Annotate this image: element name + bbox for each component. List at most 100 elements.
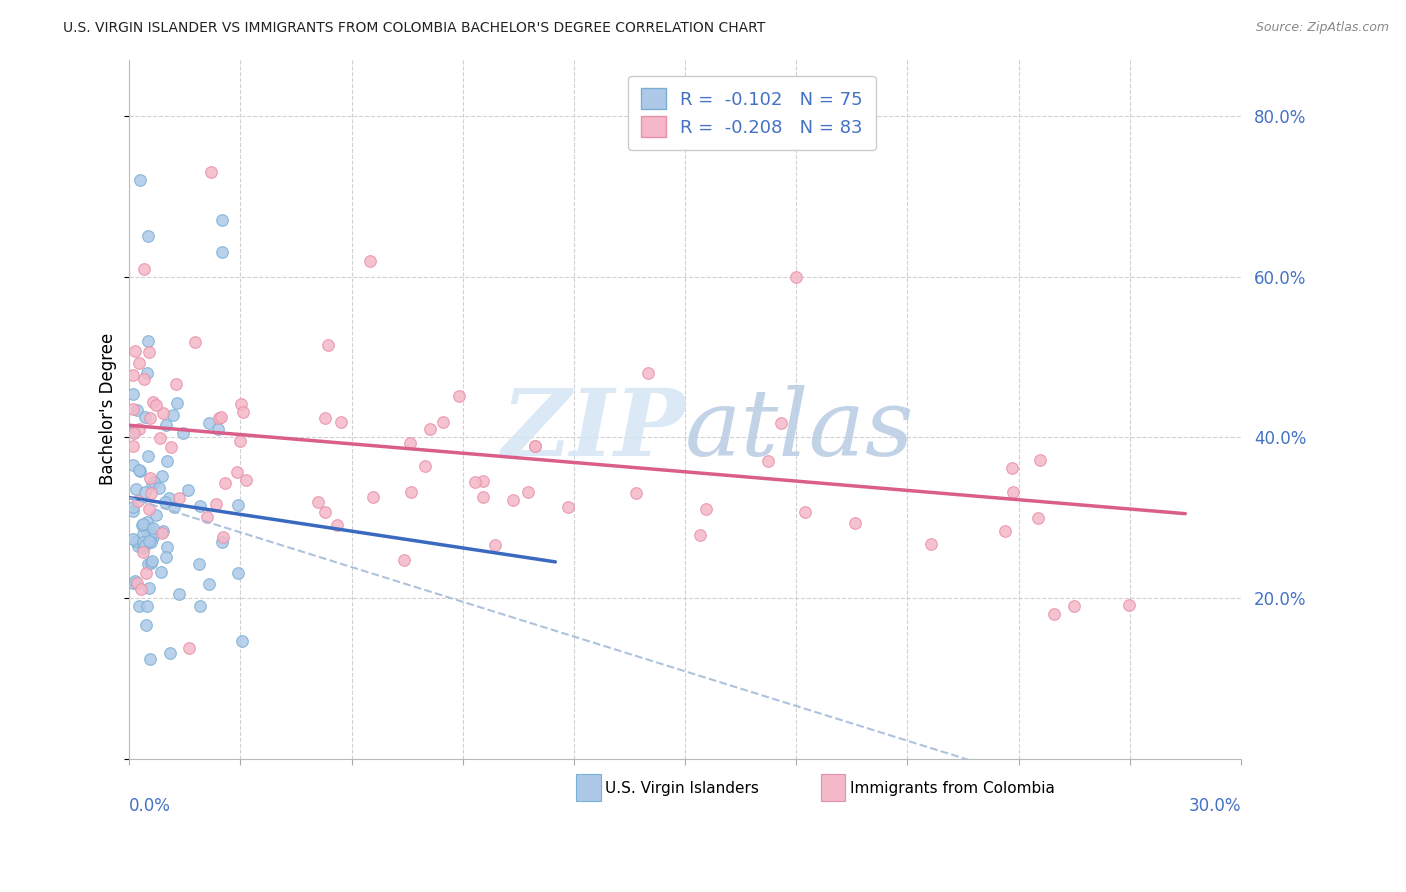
Point	[231, 634, 253, 648]
Point	[122, 401, 145, 416]
Point	[145, 398, 167, 412]
Point	[155, 550, 177, 565]
Legend: R =  -0.102   N = 75, R =  -0.208   N = 83: R = -0.102 N = 75, R = -0.208 N = 83	[628, 76, 876, 150]
Point	[136, 334, 159, 348]
Point	[225, 466, 247, 480]
Point	[156, 540, 179, 554]
Point	[208, 411, 231, 425]
Point	[211, 530, 233, 544]
Point	[359, 253, 381, 268]
Point	[132, 371, 155, 385]
Point	[695, 502, 717, 516]
Point	[122, 500, 145, 514]
Point	[135, 618, 157, 632]
Point	[139, 411, 162, 425]
Point	[449, 389, 471, 403]
Point	[502, 493, 524, 508]
Point	[1026, 511, 1049, 525]
Point	[122, 504, 145, 518]
Point	[128, 463, 150, 477]
FancyBboxPatch shape	[576, 774, 600, 801]
Point	[134, 410, 156, 425]
Point	[122, 575, 145, 590]
Point	[122, 387, 145, 401]
Point	[314, 411, 336, 425]
Point	[401, 485, 423, 500]
Point	[162, 408, 184, 422]
Point	[134, 485, 156, 500]
Point	[142, 394, 165, 409]
Point	[557, 500, 579, 515]
Point	[136, 449, 159, 463]
Text: U.S. Virgin Islanders: U.S. Virgin Islanders	[605, 780, 759, 796]
Point	[149, 431, 172, 445]
Point	[184, 335, 207, 350]
Point	[197, 416, 219, 430]
Point	[129, 464, 152, 478]
Point	[132, 545, 155, 559]
Point	[124, 343, 146, 358]
Point	[141, 554, 163, 568]
Point	[157, 491, 180, 505]
Point	[136, 366, 159, 380]
Point	[138, 502, 160, 516]
Point	[235, 473, 257, 487]
Point	[125, 575, 148, 590]
Point	[361, 491, 384, 505]
Point	[994, 524, 1017, 538]
Point	[232, 404, 254, 418]
Point	[329, 415, 352, 429]
Point	[149, 565, 172, 579]
Point	[920, 537, 942, 551]
Point	[156, 454, 179, 468]
Point	[122, 426, 145, 441]
Point	[129, 173, 152, 187]
Point	[1001, 461, 1024, 475]
Point	[124, 574, 146, 589]
Point	[326, 518, 349, 533]
Point	[131, 534, 153, 549]
Point	[211, 535, 233, 549]
Point	[517, 484, 540, 499]
Point	[122, 439, 145, 453]
Point	[128, 356, 150, 370]
Text: 0.0%: 0.0%	[129, 797, 172, 815]
Point	[128, 599, 150, 613]
Point	[139, 521, 162, 535]
Point	[177, 483, 200, 497]
Text: Immigrants from Colombia: Immigrants from Colombia	[849, 780, 1054, 796]
Point	[132, 527, 155, 541]
Point	[167, 491, 190, 505]
Point	[127, 494, 149, 508]
Point	[398, 436, 420, 450]
Text: 30.0%: 30.0%	[1188, 797, 1241, 815]
Point	[172, 426, 194, 441]
Point	[1118, 598, 1140, 612]
Point	[165, 377, 187, 392]
Point	[523, 439, 546, 453]
Point	[138, 652, 160, 666]
Point	[1042, 607, 1064, 621]
Point	[143, 475, 166, 490]
Point	[139, 556, 162, 570]
Point	[229, 397, 252, 411]
Point	[136, 229, 159, 244]
Point	[150, 526, 173, 541]
Point	[148, 481, 170, 495]
Point	[150, 469, 173, 483]
Text: ZIP: ZIP	[501, 385, 685, 475]
Y-axis label: Bachelor's Degree: Bachelor's Degree	[100, 333, 117, 485]
Point	[484, 538, 506, 552]
Point	[394, 552, 416, 566]
Point	[136, 515, 159, 529]
Point	[135, 523, 157, 537]
Point	[138, 471, 160, 485]
Point	[524, 439, 547, 453]
Point	[419, 422, 441, 436]
Point	[122, 425, 145, 439]
Point	[136, 599, 159, 614]
Point	[211, 213, 233, 227]
Point	[135, 566, 157, 580]
Point	[1002, 485, 1025, 500]
Point	[159, 647, 181, 661]
